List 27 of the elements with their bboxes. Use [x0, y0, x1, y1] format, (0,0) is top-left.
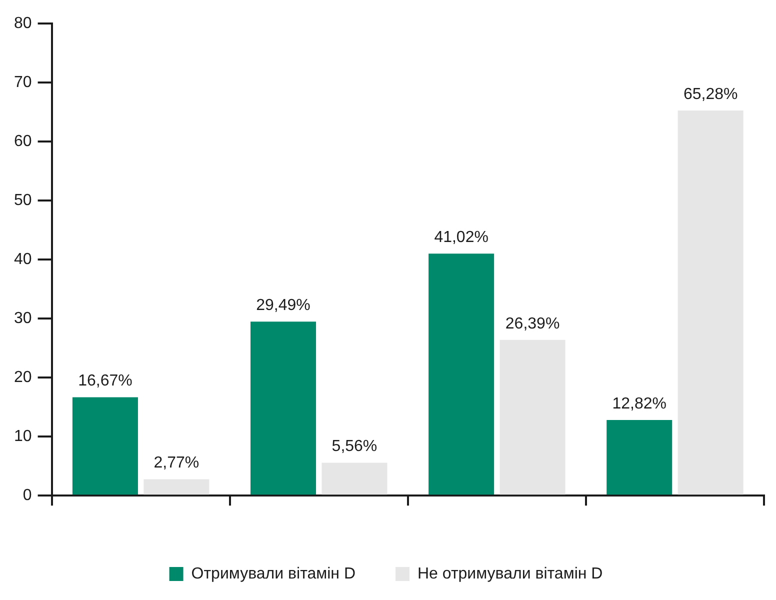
data-label: 65,28%: [683, 86, 738, 103]
bar: [500, 340, 566, 495]
data-label: 5,56%: [332, 438, 378, 456]
y-tick-label: 40: [14, 251, 32, 268]
data-label: 29,49%: [256, 297, 310, 314]
y-tick-label: 70: [14, 74, 32, 92]
data-label: 12,82%: [612, 395, 666, 412]
bar: [144, 479, 210, 495]
data-label: 26,39%: [505, 315, 560, 332]
y-tick-label: 50: [14, 192, 32, 210]
bar: [72, 397, 138, 495]
bar: [250, 322, 316, 495]
bar: [678, 110, 744, 495]
y-tick-label: 60: [14, 133, 32, 150]
bar: [606, 420, 672, 495]
legend-label: Отримували вітамін D: [191, 565, 356, 582]
legend-label: Не отримували вітамін D: [418, 565, 603, 582]
y-tick-label: 20: [14, 369, 32, 386]
y-tick-label: 10: [14, 428, 32, 446]
bar: [322, 462, 388, 495]
data-label: 16,67%: [78, 372, 132, 390]
data-label: 41,02%: [434, 228, 488, 246]
bar: [428, 254, 494, 495]
y-tick-label: 30: [14, 310, 32, 328]
data-label: 2,77%: [154, 454, 200, 472]
y-tick-label: 80: [14, 15, 32, 32]
y-tick-label: 0: [22, 487, 32, 504]
